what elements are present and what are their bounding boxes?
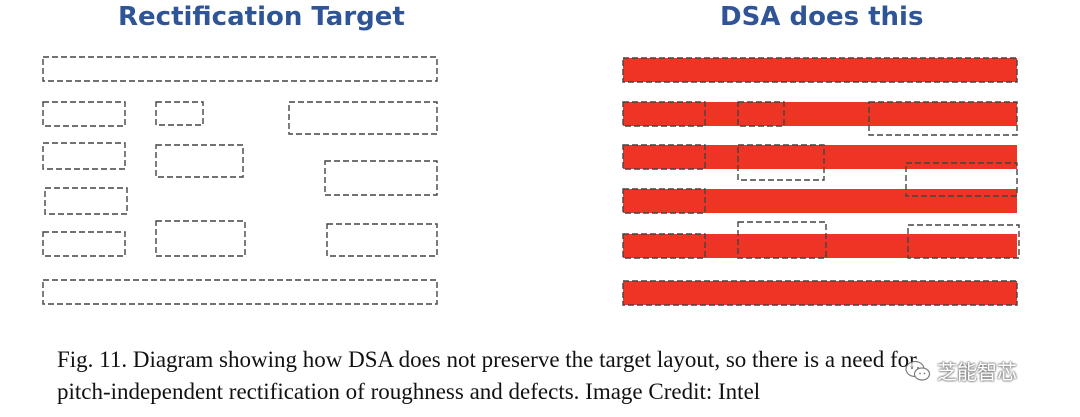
target-overlay-box [622, 188, 706, 214]
target-overlay-box [622, 233, 706, 259]
left-panel-title: Rectification Target [118, 2, 405, 32]
dsa-line-bar [623, 145, 1017, 169]
target-overlay-box [737, 144, 825, 181]
target-overlay-box [622, 101, 706, 127]
target-box [324, 160, 438, 196]
target-box [288, 101, 438, 135]
watermark-text: 芝能智芯 [937, 360, 1017, 384]
target-overlay-box [737, 101, 785, 127]
caption-line-2: pitch-independent rectification of rough… [57, 379, 761, 404]
target-overlay-box [868, 101, 1018, 136]
target-overlay-box [622, 144, 706, 170]
target-box [42, 231, 126, 257]
wechat-icon [905, 360, 931, 382]
caption-line-1: Fig. 11. Diagram showing how DSA does no… [57, 347, 917, 372]
rectification-target-panel [42, 56, 438, 305]
target-box [155, 144, 244, 178]
dsa-line-bar [623, 281, 1017, 305]
target-box [155, 220, 246, 257]
target-box [42, 56, 438, 82]
target-overlay-box [737, 221, 827, 259]
dsa-line-bar [623, 102, 1017, 126]
target-overlay-box [907, 224, 1020, 259]
target-box [42, 142, 126, 170]
dsa-result-panel [622, 57, 1020, 306]
dsa-layout-diagram [42, 56, 1020, 306]
target-overlay-box [622, 280, 1018, 306]
target-overlay-box [905, 162, 1018, 197]
figure-caption: Fig. 11. Diagram showing how DSA does no… [57, 344, 1047, 408]
dsa-line-bar [623, 58, 1017, 82]
watermark: 芝能智芯 [905, 356, 1017, 385]
target-box [44, 187, 128, 215]
dsa-line-bar [623, 234, 1017, 258]
target-box [155, 101, 204, 126]
target-box [326, 223, 438, 257]
dsa-line-bar [623, 189, 1017, 213]
right-panel-title: DSA does this [720, 2, 924, 32]
target-overlay-box [622, 57, 1018, 83]
target-box [42, 101, 126, 127]
target-box [42, 279, 438, 305]
